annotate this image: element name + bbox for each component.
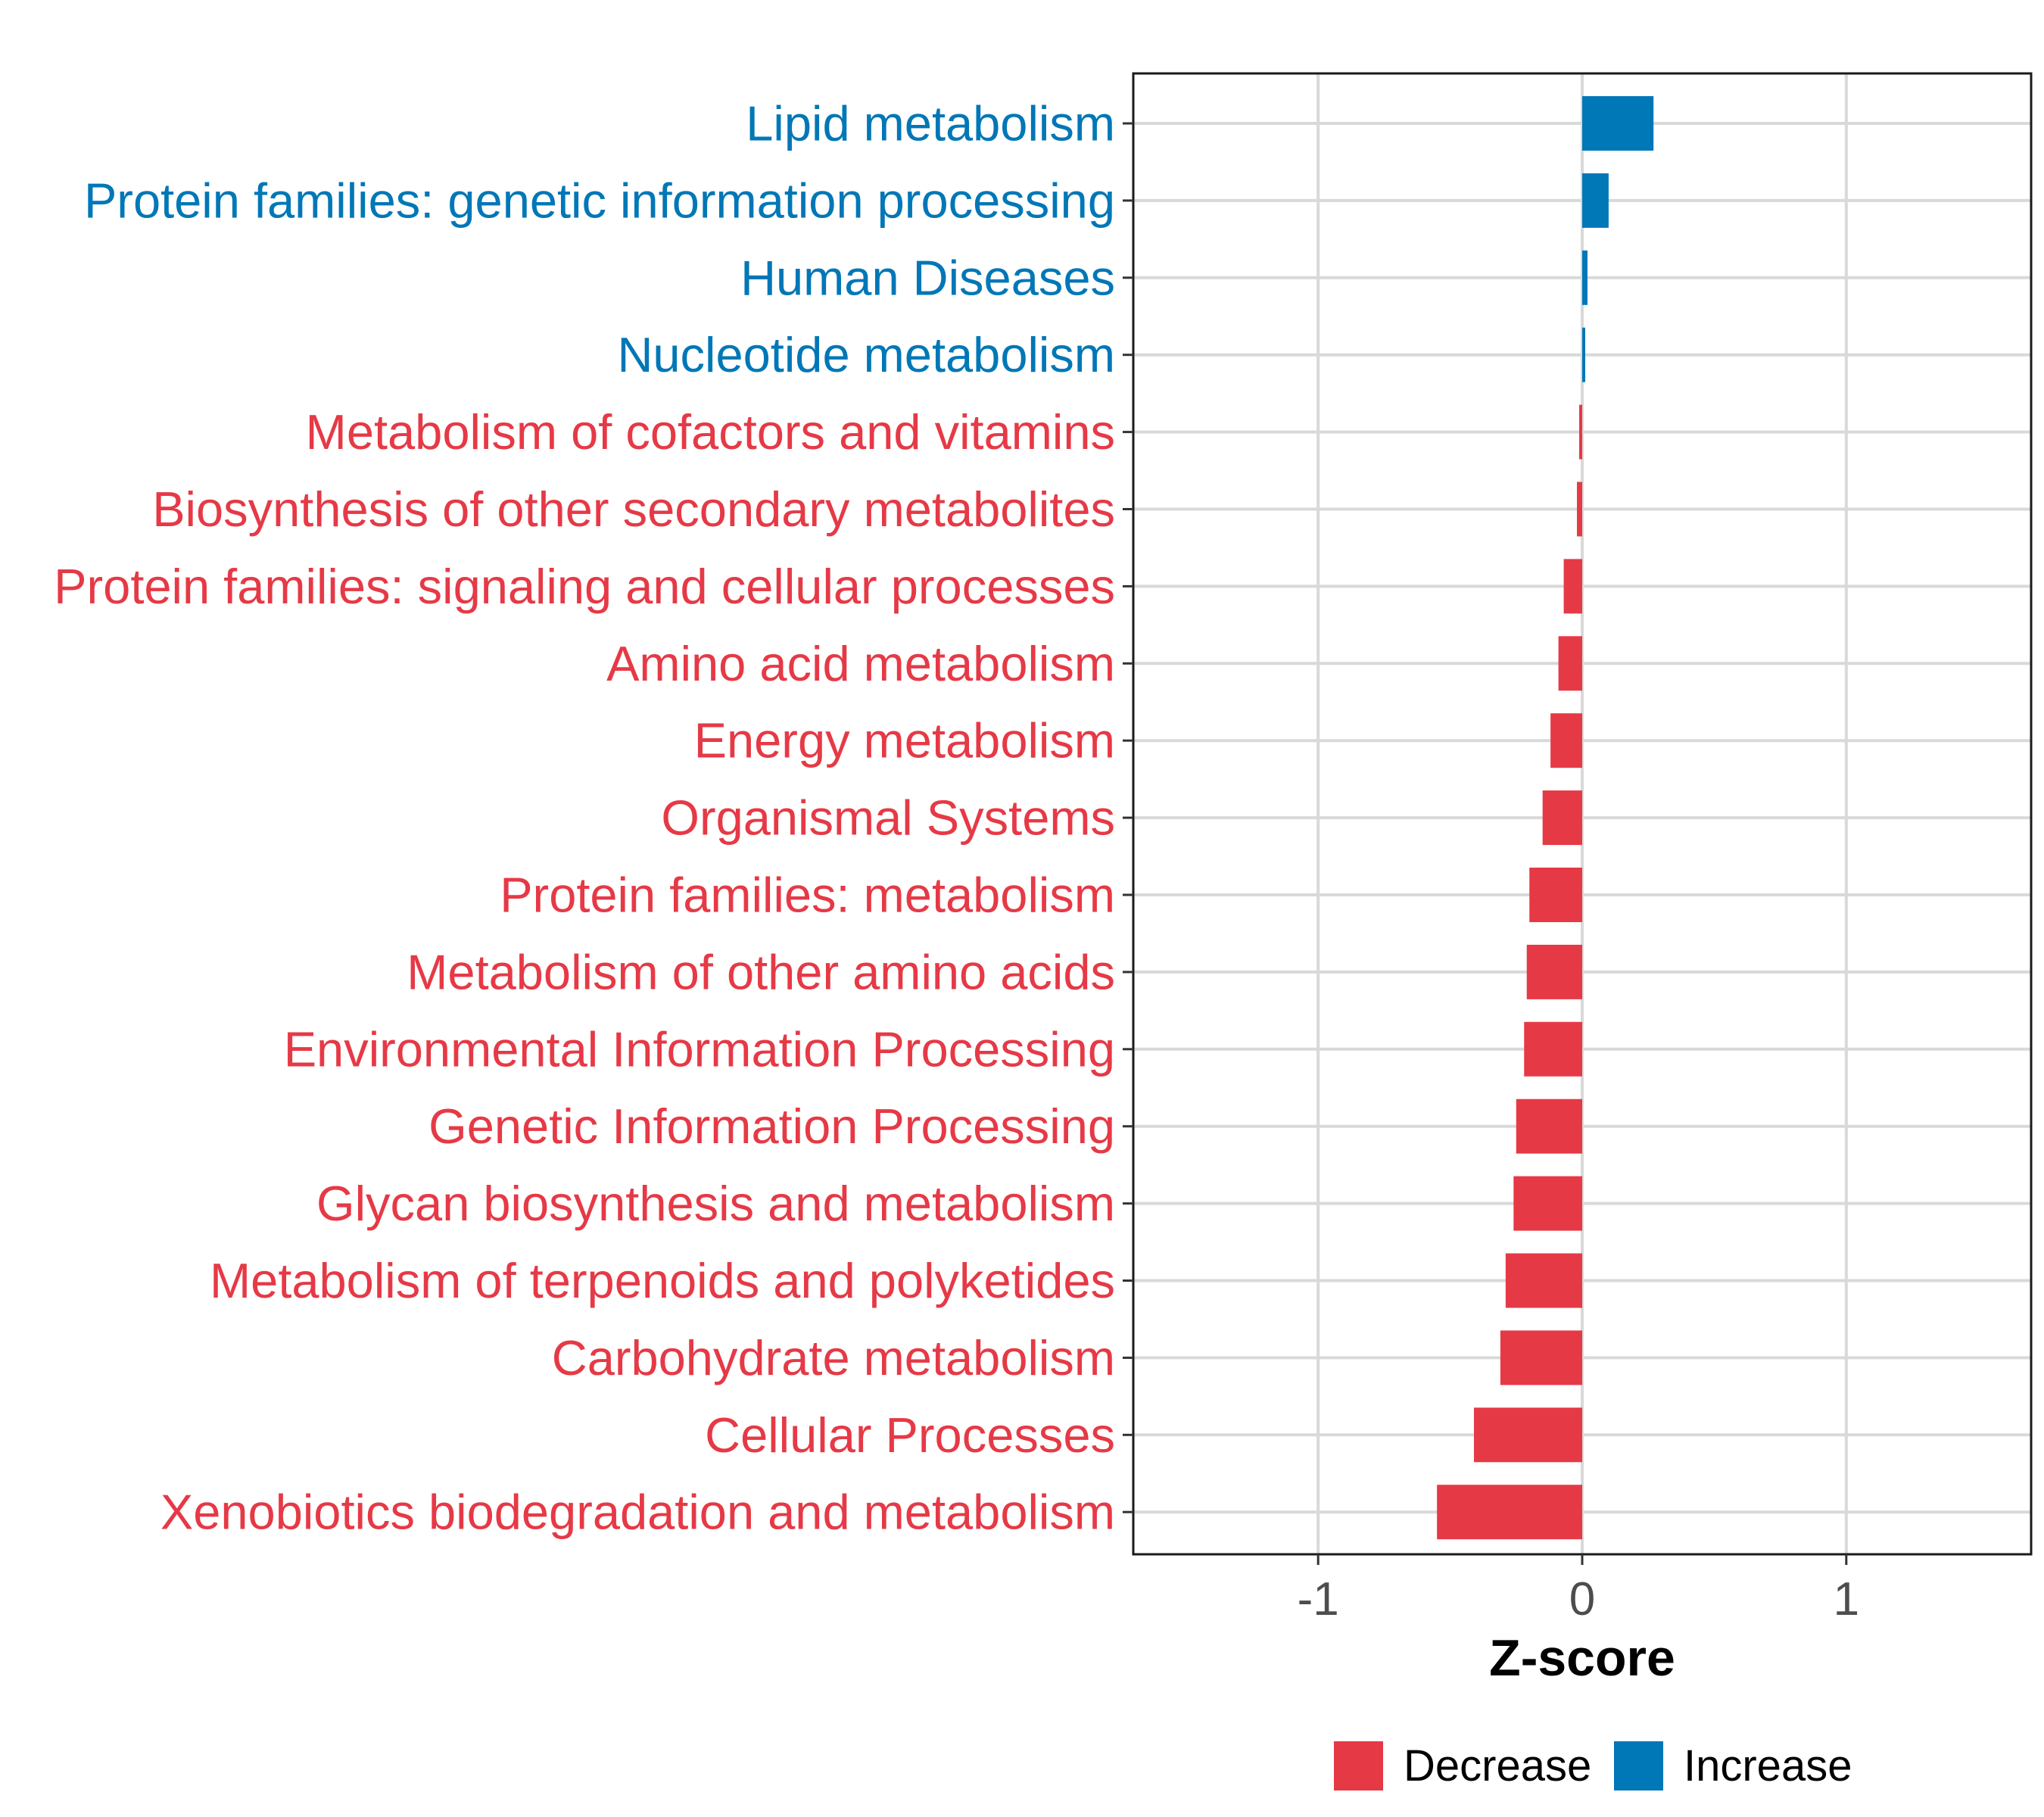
- y-tick-label: Biosynthesis of other secondary metaboli…: [152, 482, 1115, 537]
- legend: Decrease Increase: [1334, 1741, 1852, 1791]
- legend-label-decrease: Decrease: [1404, 1741, 1591, 1791]
- y-axis: Lipid metabolism Protein families: geneti…: [54, 96, 1133, 1540]
- bar: [1563, 559, 1582, 614]
- bar: [1513, 1176, 1582, 1231]
- bar: [1437, 1485, 1582, 1540]
- y-tick-label: Xenobiotics biodegradation and metabolis…: [160, 1485, 1115, 1540]
- bar: [1582, 250, 1588, 305]
- y-tick-label: Amino acid metabolism: [606, 636, 1115, 691]
- legend-label-increase: Increase: [1684, 1741, 1852, 1791]
- bar: [1582, 96, 1654, 151]
- bar: [1558, 636, 1582, 691]
- y-tick-label: Human Diseases: [740, 250, 1115, 305]
- bar: [1582, 173, 1609, 228]
- y-tick-label: Metabolism of other amino acids: [407, 944, 1115, 999]
- bar: [1529, 868, 1582, 922]
- bar: [1473, 1407, 1582, 1463]
- y-tick-label: Cellular Processes: [705, 1407, 1115, 1463]
- y-tick-label: Protein families: signaling and cellular…: [54, 559, 1115, 614]
- y-tick-label: Metabolism of terpenoids and polyketides: [210, 1253, 1115, 1308]
- bar: [1577, 482, 1582, 537]
- x-tick-label: 0: [1569, 1573, 1595, 1625]
- bar: [1516, 1099, 1582, 1154]
- y-tick-label: Protein families: metabolism: [500, 868, 1115, 923]
- y-tick-label: Metabolism of cofactors and vitamins: [306, 404, 1115, 460]
- bar: [1579, 404, 1582, 460]
- x-axis: -1 0 1: [1298, 1554, 1859, 1625]
- y-tick-label: Glycan biosynthesis and metabolism: [316, 1176, 1115, 1231]
- x-tick-label: -1: [1298, 1573, 1339, 1625]
- bar: [1550, 713, 1582, 768]
- y-tick-label: Lipid metabolism: [746, 96, 1115, 151]
- y-tick-label: Organismal Systems: [661, 790, 1115, 846]
- bar: [1505, 1253, 1582, 1308]
- bar: [1524, 1021, 1582, 1077]
- y-tick-label: Protein families: genetic information pr…: [84, 173, 1115, 228]
- bar: [1582, 327, 1585, 382]
- legend-swatch-decrease: [1334, 1741, 1383, 1791]
- bar: [1526, 944, 1582, 999]
- x-tick-label: 1: [1834, 1573, 1859, 1625]
- y-tick-label: Nucleotide metabolism: [617, 327, 1115, 382]
- y-tick-label: Energy metabolism: [694, 713, 1115, 768]
- bar: [1542, 790, 1582, 846]
- legend-swatch-increase: [1614, 1741, 1663, 1791]
- y-tick-label: Genetic Information Processing: [428, 1099, 1115, 1154]
- y-tick-label: Carbohydrate metabolism: [552, 1330, 1115, 1385]
- bar: [1500, 1330, 1582, 1385]
- x-axis-title: Z-score: [1489, 1629, 1675, 1687]
- bar-layer: [1437, 96, 1654, 1540]
- y-tick-label: Environmental Information Processing: [284, 1021, 1115, 1077]
